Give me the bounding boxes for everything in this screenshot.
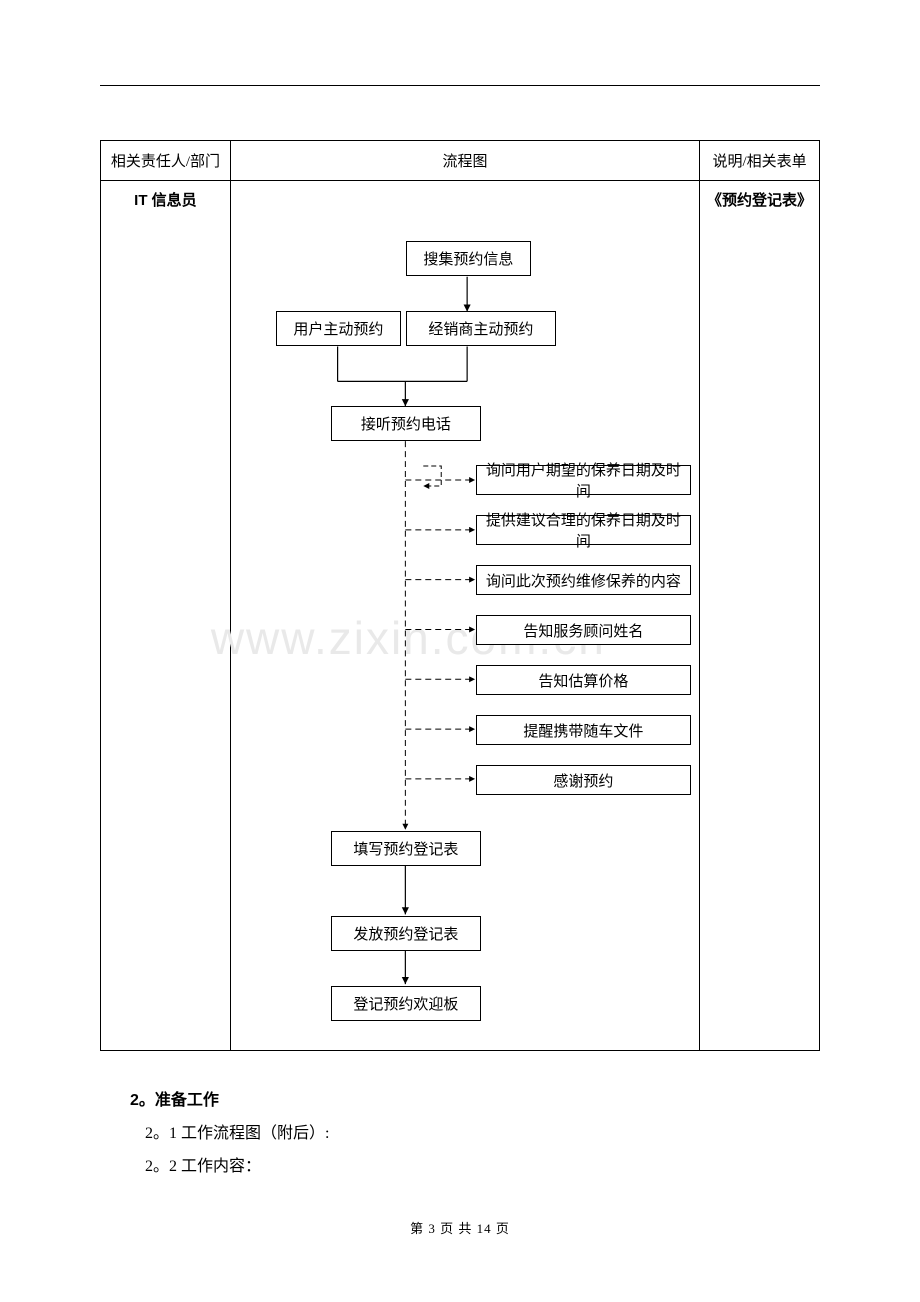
flow-node: 询问用户期望的保养日期及时间 [476, 465, 691, 495]
flow-node: 告知服务顾问姓名 [476, 615, 691, 645]
flow-node: 询问此次预约维修保养的内容 [476, 565, 691, 595]
header-flow: 流程图 [230, 141, 699, 181]
flow-node: 用户主动预约 [276, 311, 401, 346]
page-footer: 第 3 页 共 14 页 [0, 1218, 920, 1237]
flow-node: 搜集预约信息 [406, 241, 531, 276]
body-line-1: 2。1 工作流程图（附后）: [145, 1118, 329, 1150]
flow-node: 经销商主动预约 [406, 311, 556, 346]
diagram-cell: www.zixin.com.cn 搜集预约信息用户主动预约经销商主动预约接听预约… [230, 181, 699, 1051]
form-cell: 《预约登记表》 [700, 181, 820, 1051]
body-line-2: 2。2 工作内容： [145, 1151, 261, 1183]
flow-node: 提供建议合理的保养日期及时间 [476, 515, 691, 545]
role-cell: IT 信息员 [101, 181, 231, 1051]
flow-node: 告知估算价格 [476, 665, 691, 695]
flow-node: 接听预约电话 [331, 406, 481, 441]
flow-node: 登记预约欢迎板 [331, 986, 481, 1021]
section-heading: 2。准备工作 [130, 1085, 219, 1117]
top-rule [100, 85, 820, 86]
flow-node: 发放预约登记表 [331, 916, 481, 951]
flow-node: 填写预约登记表 [331, 831, 481, 866]
flow-node: 感谢预约 [476, 765, 691, 795]
header-form: 说明/相关表单 [700, 141, 820, 181]
header-role: 相关责任人/部门 [101, 141, 231, 181]
flow-node: 提醒携带随车文件 [476, 715, 691, 745]
flow-table: 相关责任人/部门 流程图 说明/相关表单 IT 信息员 www.zixin.co… [100, 140, 820, 1051]
